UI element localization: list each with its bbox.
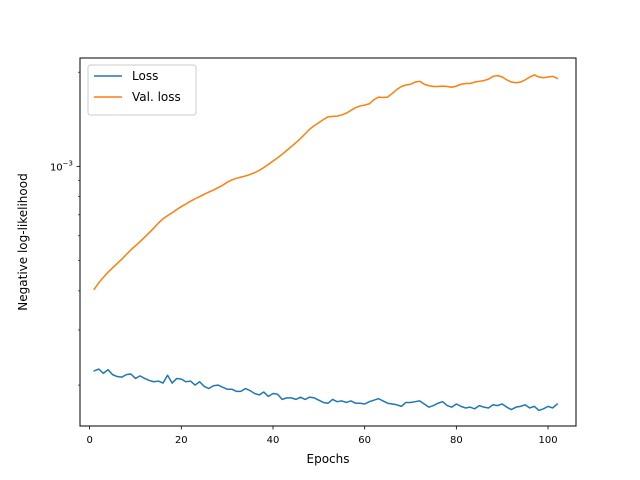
legend-label: Loss [132,69,158,83]
x-axis-ticks: 0 20 40 60 80 100 [86,426,558,446]
legend-label: Val. loss [132,90,181,104]
y-axis-ticks: 10−3 [50,71,80,386]
legend-box [87,64,197,116]
x-tick-label: 20 [175,435,188,446]
legend: Loss Val. loss [87,64,197,116]
x-tick-label: 80 [450,435,463,446]
series-layer [93,74,559,412]
series-line-1 [93,74,559,291]
series-line-0 [93,368,559,412]
y-axis-label: Negative log-likelihood [16,173,30,310]
axes-frame [79,57,577,427]
y-tick-label: 10−3 [50,159,73,173]
plot-area: 0 20 40 60 80 100 10−3 [50,57,577,446]
y-tick-exponent: −3 [63,159,73,167]
x-tick-label: 100 [538,435,557,446]
x-axis-label: Epochs [307,452,350,466]
x-tick-label: 0 [86,435,92,446]
y-tick-base: 10 [50,162,63,173]
x-tick-label: 40 [267,435,280,446]
x-tick-label: 60 [358,435,371,446]
